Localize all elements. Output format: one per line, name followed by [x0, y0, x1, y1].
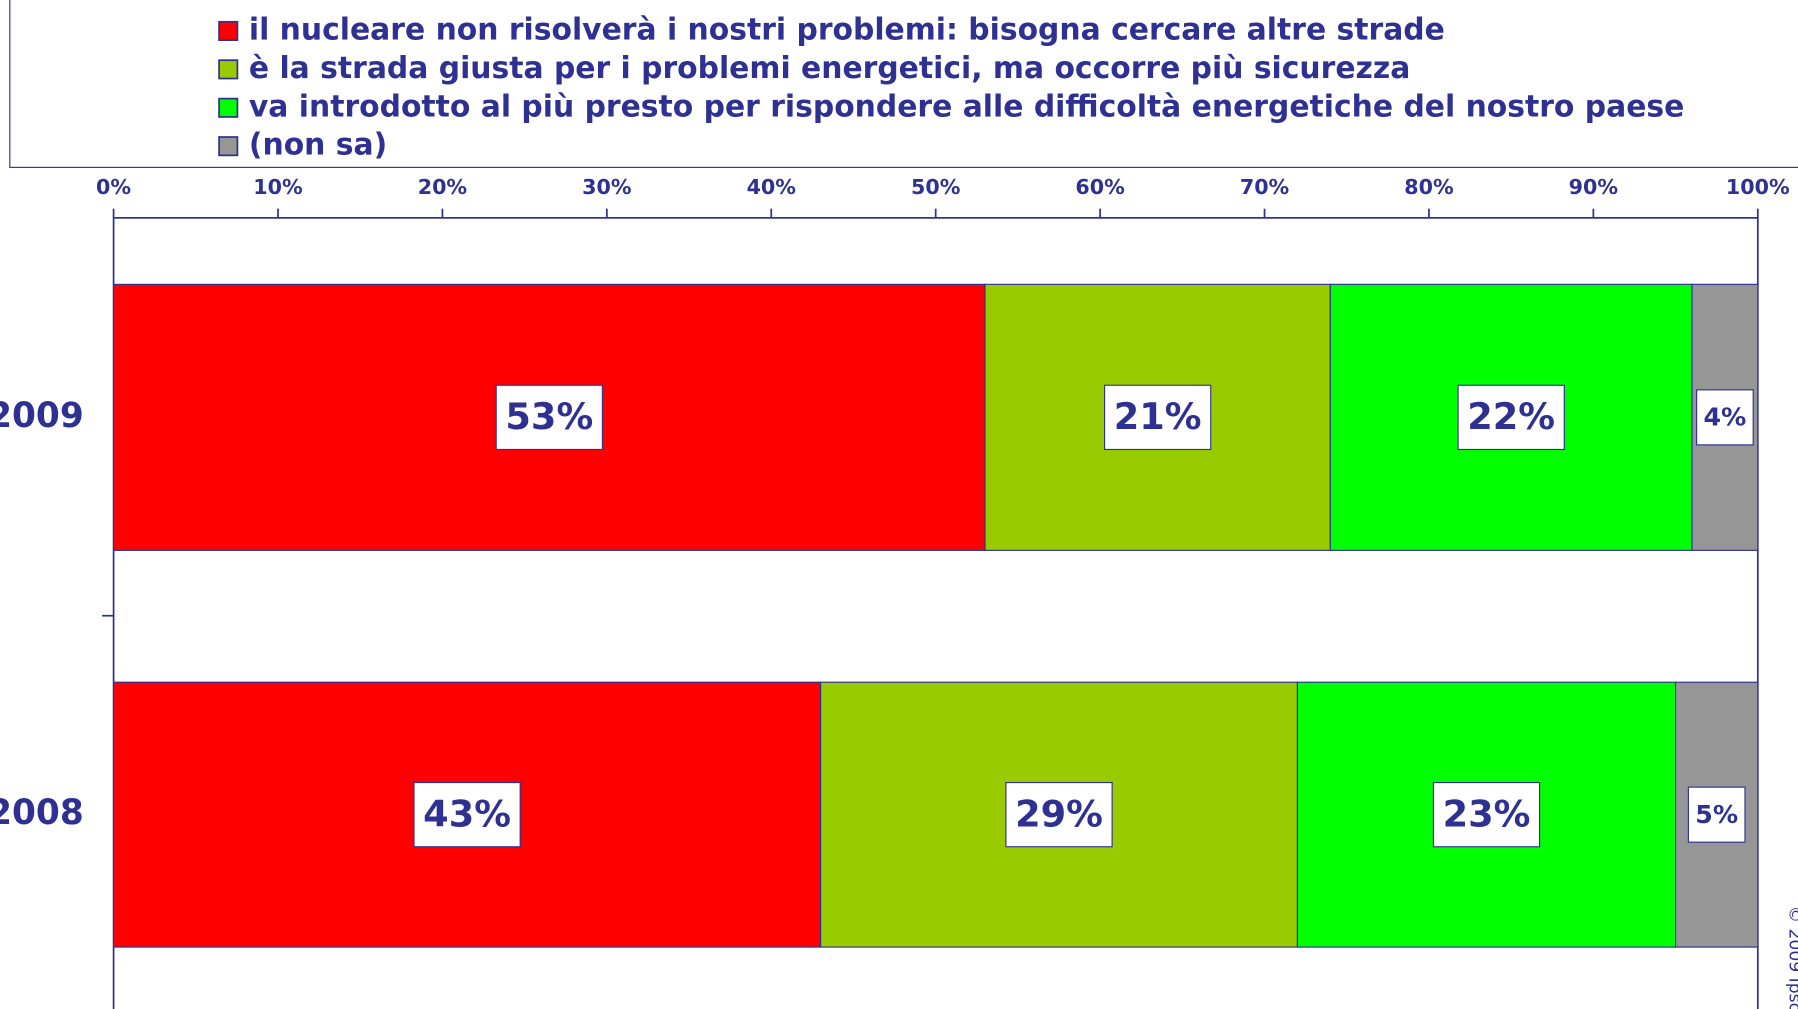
y-tick-label: 2009 — [0, 396, 84, 436]
data-label: 4% — [1703, 403, 1746, 432]
legend-box — [9, 0, 1798, 168]
data-label-box — [1103, 384, 1212, 451]
data-label: 29% — [1015, 792, 1103, 835]
data-label-box — [1687, 786, 1746, 843]
data-label: 21% — [1114, 395, 1202, 438]
copyright: © 2009 Ipsos — [1784, 906, 1798, 1009]
x-tick-label: 100% — [1726, 175, 1790, 199]
x-tick-label: 90% — [1569, 175, 1619, 199]
data-label: 5% — [1695, 800, 1738, 829]
legend-label: va introdotto al più presto per risponde… — [249, 89, 1684, 124]
data-label-box — [495, 384, 603, 451]
x-tick-label: 80% — [1404, 175, 1454, 199]
legend-swatch — [218, 97, 239, 118]
data-label-box — [1432, 781, 1541, 848]
legend-label: (non sa) — [249, 128, 387, 163]
x-tick-label: 60% — [1075, 175, 1125, 199]
x-tick-label: 10% — [253, 175, 303, 199]
data-label: 43% — [423, 792, 511, 835]
x-tick-label: 40% — [747, 175, 797, 199]
data-label: 22% — [1467, 395, 1555, 438]
x-tick-label: 20% — [418, 175, 468, 199]
legend-label: il nucleare non risolverà i nostri probl… — [249, 12, 1445, 47]
legend-swatch — [218, 20, 239, 41]
data-label-box — [413, 781, 521, 848]
x-tick-label: 0% — [96, 175, 131, 199]
y-tick-label: 2008 — [0, 793, 84, 833]
data-label: 23% — [1443, 792, 1531, 835]
x-tick-label: 30% — [582, 175, 632, 199]
data-label: 53% — [505, 395, 593, 438]
data-label-box — [1457, 384, 1565, 451]
x-tick-label: 50% — [911, 175, 961, 199]
x-tick-label: 70% — [1240, 175, 1290, 199]
legend-label: è la strada giusta per i problemi energe… — [249, 51, 1410, 86]
data-label-box — [1005, 781, 1113, 848]
legend-swatch — [218, 59, 239, 80]
legend-swatch — [218, 136, 239, 157]
data-label-box — [1696, 389, 1754, 446]
